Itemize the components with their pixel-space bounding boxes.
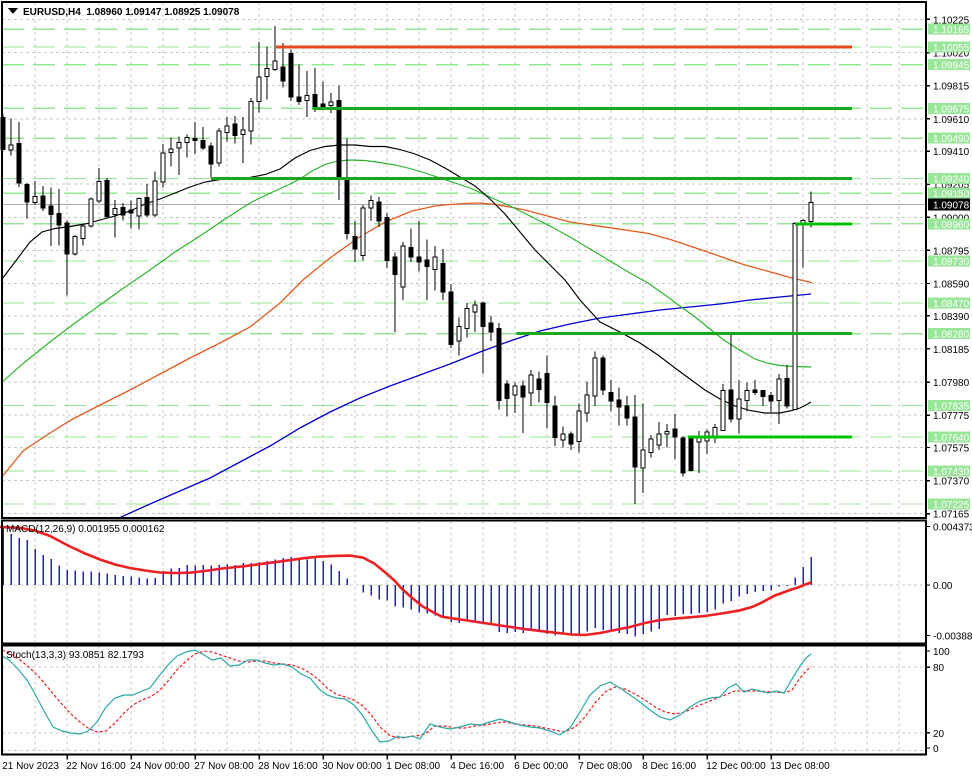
svg-text:-0.00388: -0.00388 bbox=[933, 632, 972, 643]
svg-text:1.09410: 1.09410 bbox=[933, 147, 970, 158]
svg-text:1.07370: 1.07370 bbox=[933, 477, 970, 488]
svg-text:12 Dec 00:00: 12 Dec 00:00 bbox=[706, 761, 766, 772]
svg-text:1.09945: 1.09945 bbox=[933, 61, 970, 72]
svg-text:30 Nov 00:00: 30 Nov 00:00 bbox=[322, 761, 382, 772]
svg-text:0: 0 bbox=[933, 744, 939, 755]
svg-text:1.08390: 1.08390 bbox=[933, 312, 970, 323]
svg-text:20: 20 bbox=[933, 729, 945, 740]
svg-text:1.09150: 1.09150 bbox=[933, 189, 970, 200]
svg-text:1.08590: 1.08590 bbox=[933, 280, 970, 291]
svg-text:1.07430: 1.07430 bbox=[933, 467, 970, 478]
svg-text:80: 80 bbox=[933, 663, 945, 674]
svg-text:1.07165: 1.07165 bbox=[933, 510, 970, 521]
svg-text:8 Dec 16:00: 8 Dec 16:00 bbox=[642, 761, 696, 772]
svg-text:1.09675: 1.09675 bbox=[933, 104, 970, 115]
svg-text:0.004373: 0.004373 bbox=[933, 523, 972, 534]
svg-text:1.08960: 1.08960 bbox=[933, 220, 970, 231]
svg-text:MACD(12,26,9) 0.001955 0.00016: MACD(12,26,9) 0.001955 0.000162 bbox=[6, 524, 165, 535]
svg-text:1.09240: 1.09240 bbox=[933, 175, 970, 186]
svg-text:1.07575: 1.07575 bbox=[933, 444, 970, 455]
svg-text:28 Nov 16:00: 28 Nov 16:00 bbox=[258, 761, 318, 772]
svg-text:7 Dec 08:00: 7 Dec 08:00 bbox=[578, 761, 632, 772]
svg-text:1.09610: 1.09610 bbox=[933, 115, 970, 126]
svg-text:1.08470: 1.08470 bbox=[933, 299, 970, 310]
svg-text:1 Dec 08:00: 1 Dec 08:00 bbox=[386, 761, 440, 772]
svg-text:Stoch(13,3,3) 93.0851 82.1793: Stoch(13,3,3) 93.0851 82.1793 bbox=[6, 650, 144, 661]
svg-text:1.08730: 1.08730 bbox=[933, 257, 970, 268]
svg-text:1.09078: 1.09078 bbox=[933, 201, 970, 212]
svg-text:1.10020: 1.10020 bbox=[933, 49, 970, 60]
svg-text:22 Nov 16:00: 22 Nov 16:00 bbox=[66, 761, 126, 772]
svg-text:1.09205: 1.09205 bbox=[933, 180, 970, 191]
svg-text:1.09815: 1.09815 bbox=[933, 82, 970, 93]
svg-text:1.09490: 1.09490 bbox=[933, 134, 970, 145]
svg-text:21 Nov 2023: 21 Nov 2023 bbox=[2, 761, 59, 772]
svg-text:24 Nov 00:00: 24 Nov 00:00 bbox=[130, 761, 190, 772]
svg-text:1.08280: 1.08280 bbox=[933, 330, 970, 341]
svg-text:4 Dec 16:00: 4 Dec 16:00 bbox=[450, 761, 504, 772]
svg-text:6 Dec 00:00: 6 Dec 00:00 bbox=[514, 761, 568, 772]
svg-text:1.07775: 1.07775 bbox=[933, 411, 970, 422]
svg-text:1.07640: 1.07640 bbox=[933, 433, 970, 444]
svg-text:1.10055: 1.10055 bbox=[933, 43, 970, 54]
svg-text:27 Nov 08:00: 27 Nov 08:00 bbox=[194, 761, 254, 772]
svg-text:EURUSD,H4 1.08960 1.09147 1.0: EURUSD,H4 1.08960 1.09147 1.08925 1.0907… bbox=[23, 7, 240, 18]
svg-text:13 Dec 08:00: 13 Dec 08:00 bbox=[770, 761, 830, 772]
svg-text:1.10225: 1.10225 bbox=[933, 15, 970, 26]
svg-text:1.08185: 1.08185 bbox=[933, 345, 970, 356]
svg-text:1.07225: 1.07225 bbox=[933, 500, 970, 511]
svg-text:1.07835: 1.07835 bbox=[933, 402, 970, 413]
svg-text:0.00: 0.00 bbox=[933, 581, 953, 592]
svg-text:1.10165: 1.10165 bbox=[933, 25, 970, 36]
svg-text:1.07980: 1.07980 bbox=[933, 378, 970, 389]
svg-text:100: 100 bbox=[933, 647, 950, 658]
svg-text:1.08795: 1.08795 bbox=[933, 246, 970, 257]
